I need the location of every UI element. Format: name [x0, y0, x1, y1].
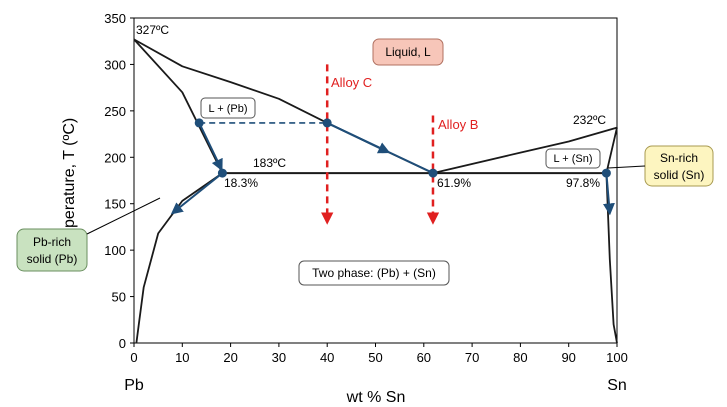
liquid-box: Liquid, L — [372, 38, 444, 66]
l-pb-label: L + (Pb) — [208, 103, 247, 115]
comp-183-label: 18.3% — [224, 176, 258, 190]
y-tick-label: 300 — [104, 57, 126, 72]
two-phase-box: Two phase: (Pb) + (Sn) — [298, 260, 450, 286]
phase-line-solidus-left — [133, 38, 224, 174]
x-tick-label: 30 — [272, 350, 286, 365]
y-tick-label: 150 — [104, 197, 126, 212]
solvus-right-arrow — [602, 172, 615, 216]
temp-183-label: 183ºC — [253, 156, 286, 170]
l-sn-label: L + (Sn) — [553, 153, 592, 165]
x-end-label-right: Sn — [607, 377, 627, 394]
y-tick-label: 50 — [112, 290, 126, 305]
phase-line-solvus-right — [605, 173, 618, 344]
y-tick-label: 200 — [104, 150, 126, 165]
x-tick-label: 70 — [465, 350, 479, 365]
x-end-label-left: Pb — [124, 377, 144, 394]
sn-rich-label-2: solid (Sn) — [654, 168, 705, 182]
path-point — [428, 168, 438, 178]
two-phase-label: Two phase: (Pb) + (Sn) — [312, 266, 436, 280]
sn-rich-label-1: Sn-rich — [660, 151, 698, 165]
y-tick-label: 250 — [104, 104, 126, 119]
path-point — [194, 118, 204, 128]
l-pb-box: L + (Pb) — [200, 97, 256, 119]
phase-line-solvus-left — [135, 172, 223, 344]
temp-327-label: 327ºC — [136, 23, 169, 37]
temp-232-label: 232ºC — [573, 113, 606, 127]
x-tick-label: 40 — [320, 350, 334, 365]
path-point — [322, 118, 332, 128]
phase-line-solidus-right — [605, 127, 618, 174]
y-tick-label: 350 — [104, 11, 126, 26]
x-tick-label: 100 — [606, 350, 628, 365]
y-tick-label: 100 — [104, 243, 126, 258]
x-tick-label: 0 — [130, 350, 137, 365]
pb-rich-label-2: solid (Pb) — [27, 252, 78, 266]
x-axis-title: wt % Sn — [346, 389, 406, 406]
pb-rich-label-1: Pb-rich — [33, 235, 71, 249]
x-tick-label: 50 — [368, 350, 382, 365]
x-tick-label: 80 — [513, 350, 527, 365]
pb-rich-box: Pb-rich solid (Pb) — [16, 228, 88, 272]
solvus-left-arrow — [170, 172, 224, 215]
plot-frame — [133, 17, 618, 344]
x-tick-label: 60 — [417, 350, 431, 365]
phase-line-liquidus-right — [432, 126, 618, 174]
path-point — [217, 168, 227, 178]
path-point — [601, 168, 611, 178]
x-tick-label: 20 — [223, 350, 237, 365]
liquid-label: Liquid, L — [385, 45, 431, 59]
comp-619-label: 61.9% — [437, 176, 471, 190]
sn-rich-box: Sn-rich solid (Sn) — [644, 145, 714, 187]
comp-978-label: 97.8% — [566, 176, 600, 190]
y-axis-title: Temperature, T (ºC) — [61, 118, 78, 258]
sn-rich-leader — [607, 165, 646, 169]
l-sn-box: L + (Sn) — [545, 148, 601, 169]
pb-rich-leader — [86, 197, 161, 235]
x-tick-label: 10 — [175, 350, 189, 365]
cooling-path-arrow — [326, 122, 391, 154]
y-tick-label: 0 — [119, 336, 126, 351]
alloy-b-label: Alloy B — [438, 117, 478, 132]
solidus-arrow — [198, 122, 223, 172]
alloy-c-label: Alloy C — [331, 75, 372, 90]
x-tick-label: 90 — [561, 350, 575, 365]
